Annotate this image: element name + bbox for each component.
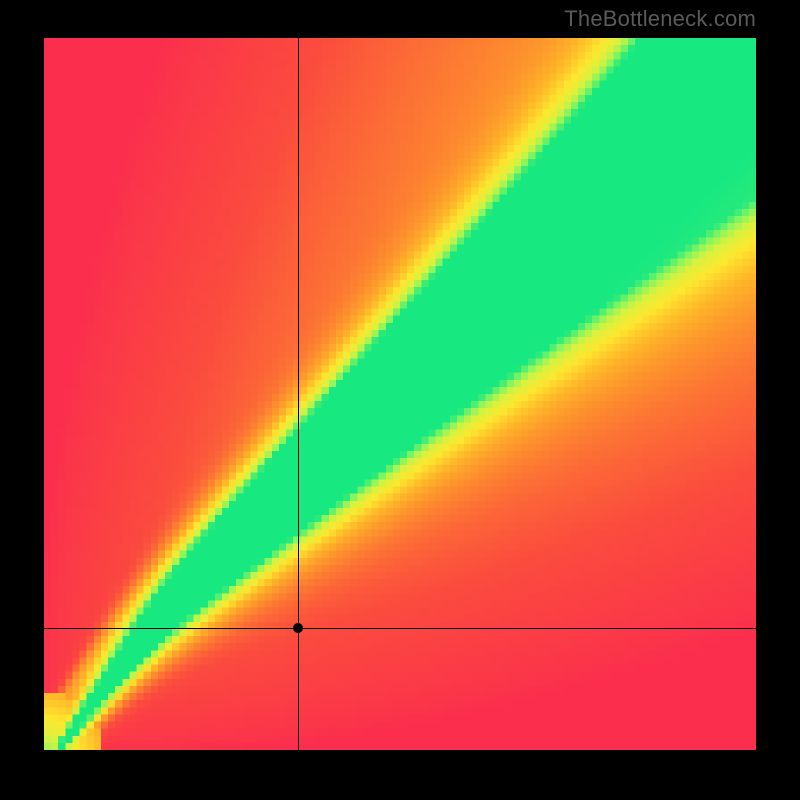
heatmap-canvas [44, 38, 756, 750]
bottleneck-heatmap [44, 38, 756, 750]
attribution-label: TheBottleneck.com [564, 6, 756, 32]
